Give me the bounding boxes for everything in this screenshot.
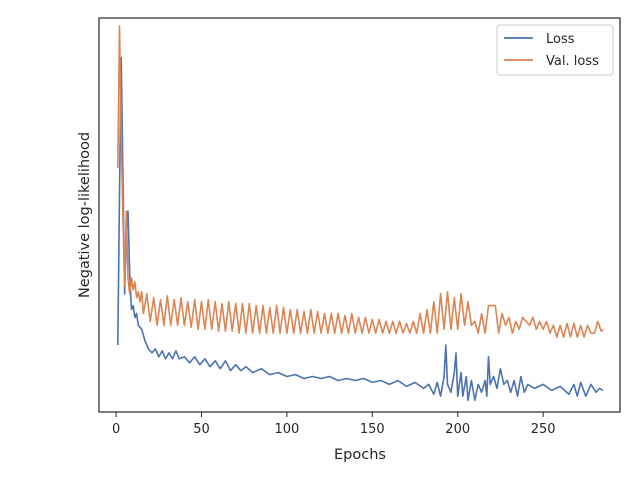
legend-label-val-loss: Val. loss [546, 54, 599, 69]
legend: Loss Val. loss [496, 24, 614, 76]
x-tick-label: 250 [531, 422, 556, 437]
x-ticks: 0 50 100 150 200 250 [112, 412, 556, 437]
x-tick-label: 0 [112, 422, 120, 437]
legend-label-loss: Loss [546, 32, 575, 47]
x-tick-label: 150 [360, 422, 385, 437]
series-layer [117, 25, 604, 401]
plot-area [98, 17, 621, 413]
x-tick-label: 100 [274, 422, 299, 437]
axes-frame [98, 17, 621, 413]
y-axis-title: Negative log-likelihood [77, 132, 93, 298]
x-tick-label: 50 [193, 422, 210, 437]
x-axis-title: Epochs [334, 447, 386, 463]
x-tick-label: 200 [445, 422, 470, 437]
series-line-val-loss [117, 25, 604, 338]
series-line-loss [117, 56, 604, 401]
